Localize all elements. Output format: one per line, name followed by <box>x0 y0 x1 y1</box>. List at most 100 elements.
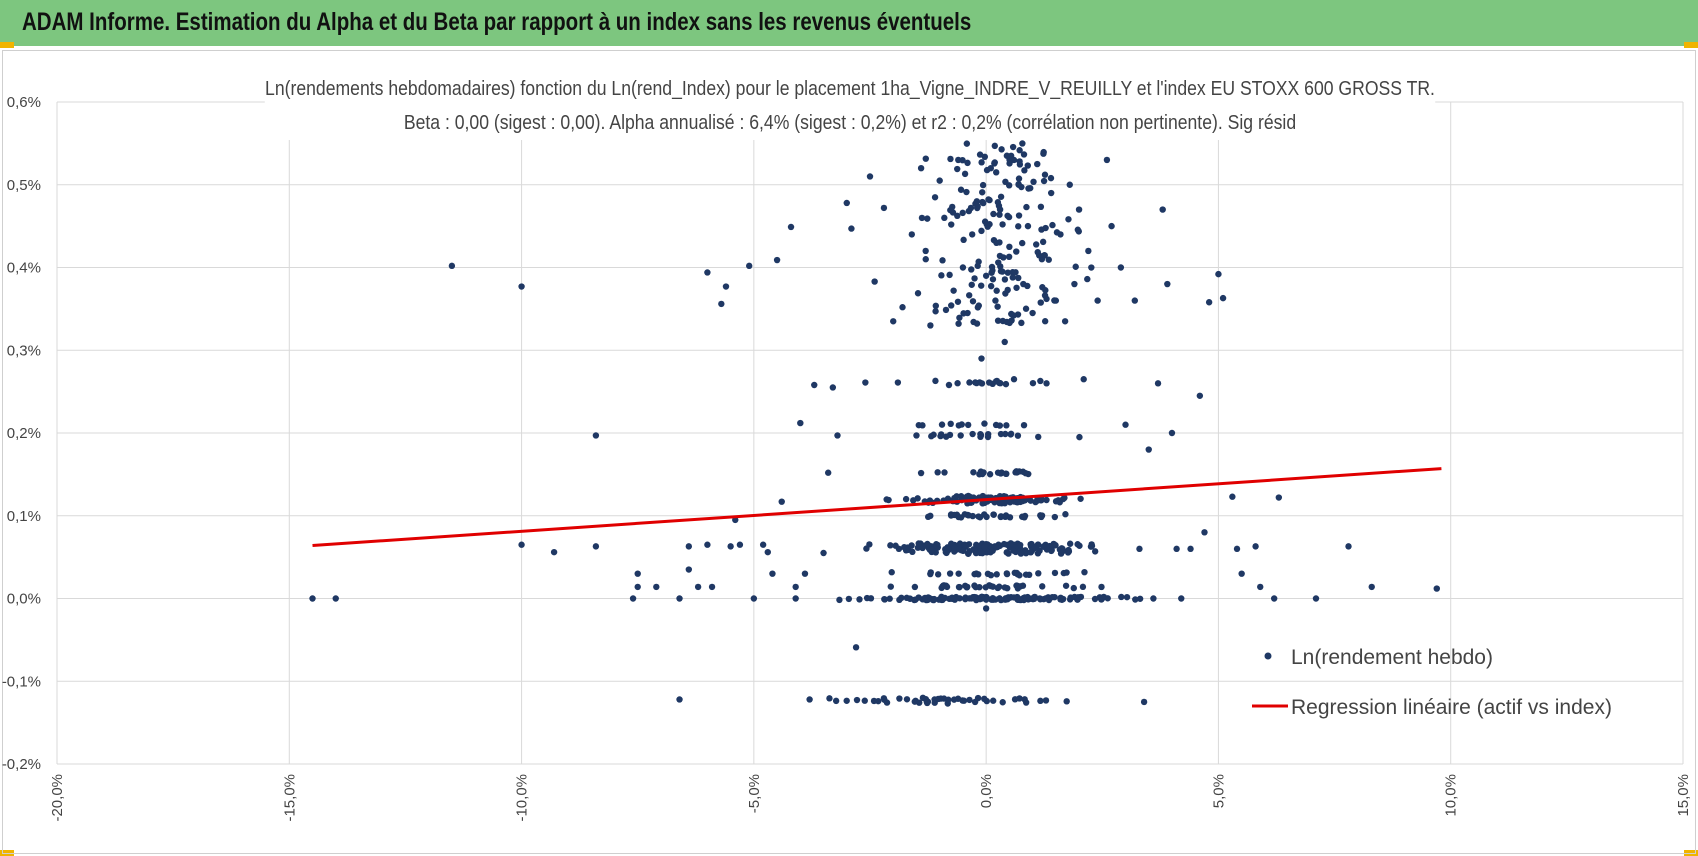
data-point <box>954 212 961 220</box>
data-point <box>941 214 948 222</box>
data-point <box>1027 549 1034 556</box>
data-point <box>1047 174 1055 182</box>
data-point <box>946 570 954 577</box>
data-point <box>685 543 693 550</box>
data-point <box>976 514 984 521</box>
data-point <box>1154 380 1162 387</box>
data-point <box>1049 221 1056 229</box>
data-point <box>991 142 999 150</box>
data-point <box>1004 286 1011 294</box>
data-point <box>999 221 1006 228</box>
data-point <box>797 419 804 427</box>
data-point <box>1001 276 1009 283</box>
data-point <box>913 432 920 439</box>
data-point <box>1076 433 1083 441</box>
regression-line <box>312 467 1442 548</box>
data-point <box>945 546 952 554</box>
data-point <box>922 155 929 162</box>
data-point <box>981 695 988 703</box>
data-point <box>966 379 973 386</box>
data-point <box>971 275 978 282</box>
data-point <box>964 159 971 167</box>
data-point <box>1001 584 1009 591</box>
data-point <box>736 541 744 548</box>
data-point <box>1196 392 1204 399</box>
data-point <box>1039 238 1047 246</box>
data-point <box>998 146 1005 153</box>
data-point <box>955 422 962 429</box>
data-point <box>921 594 929 602</box>
data-point <box>1094 297 1101 304</box>
data-point <box>1006 514 1014 521</box>
data-point <box>1016 695 1023 702</box>
data-point <box>984 430 992 438</box>
data-point <box>1022 469 1029 477</box>
data-point <box>987 582 995 590</box>
data-point <box>928 546 935 553</box>
data-point <box>978 380 986 387</box>
data-point <box>1059 495 1067 503</box>
data-point <box>1071 280 1078 288</box>
data-point <box>1005 253 1013 260</box>
data-point <box>942 306 950 314</box>
data-point <box>930 431 937 438</box>
data-point <box>923 699 931 707</box>
chart-title: Ln(rendements hebdomadaires) fonction du… <box>265 78 1435 100</box>
y-tick-label: 0,2% <box>7 425 41 442</box>
data-point <box>801 570 809 577</box>
data-point <box>746 262 753 270</box>
data-point <box>974 694 982 702</box>
data-point <box>919 694 927 702</box>
x-tick-label: 10,0% <box>1443 774 1460 817</box>
data-point <box>1034 550 1042 557</box>
data-point <box>901 544 908 551</box>
data-point <box>629 595 637 602</box>
data-point <box>945 696 952 703</box>
data-point <box>922 256 929 263</box>
data-point <box>1131 297 1139 304</box>
data-point <box>1257 583 1264 591</box>
data-point <box>990 210 997 218</box>
data-point <box>309 595 316 602</box>
data-point <box>704 269 711 276</box>
data-point <box>848 225 855 232</box>
data-point <box>1055 497 1062 504</box>
data-point <box>1002 380 1010 388</box>
data-point <box>861 697 868 704</box>
data-point <box>994 317 1002 324</box>
data-point <box>1178 595 1185 602</box>
data-point <box>1187 545 1194 553</box>
data-point <box>1034 160 1041 168</box>
data-point <box>1122 421 1129 428</box>
data-point <box>1037 299 1044 306</box>
data-point <box>708 583 716 591</box>
data-point <box>1021 514 1028 521</box>
data-point <box>1164 280 1171 288</box>
data-point <box>759 541 767 548</box>
data-point <box>1091 548 1099 555</box>
data-point <box>1005 550 1012 557</box>
data-point <box>1099 594 1107 601</box>
data-point <box>880 204 888 212</box>
data-point <box>1145 446 1152 453</box>
data-point <box>915 594 922 601</box>
data-point <box>987 572 995 579</box>
data-point <box>1081 568 1088 576</box>
data-point <box>956 314 963 321</box>
data-point <box>1039 583 1046 590</box>
data-point <box>829 384 837 391</box>
data-point <box>685 566 693 573</box>
data-point <box>1140 698 1148 706</box>
corner-marker <box>0 42 14 48</box>
data-point <box>938 272 945 279</box>
data-point <box>1104 595 1111 602</box>
data-point <box>973 320 981 327</box>
data-point <box>927 512 934 520</box>
corner-marker <box>1684 42 1698 48</box>
data-point <box>1079 583 1087 591</box>
data-point <box>1062 511 1069 518</box>
data-point <box>1091 595 1099 603</box>
data-point <box>947 420 954 428</box>
data-point <box>992 297 999 304</box>
data-point <box>938 421 946 428</box>
